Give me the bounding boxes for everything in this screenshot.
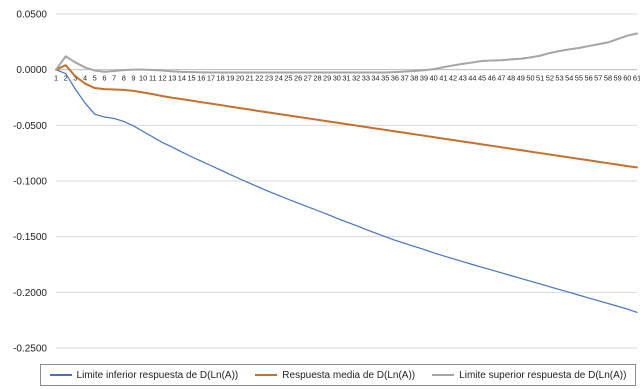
x-tick-label: 34	[371, 74, 379, 83]
x-tick-label: 31	[342, 74, 350, 83]
x-tick-label: 9	[131, 74, 135, 83]
gridlines	[56, 13, 637, 349]
x-tick-label: 13	[168, 74, 176, 83]
legend-label-mean: Respuesta media de D(Ln(A))	[282, 369, 416, 381]
x-tick-label: 29	[323, 74, 331, 83]
x-tick-label: 17	[207, 74, 215, 83]
x-tick-label: 59	[614, 74, 622, 83]
x-tick-label: 15	[187, 74, 195, 83]
x-tick-label: 28	[313, 74, 321, 83]
x-tick-label: 22	[255, 74, 263, 83]
x-tick-label: 5	[93, 74, 97, 83]
x-tick-label: 44	[468, 74, 476, 83]
x-tick-label: 19	[226, 74, 234, 83]
x-tick-label: 16	[197, 74, 205, 83]
series-line-2	[55, 64, 638, 169]
legend-swatch-mean	[255, 374, 278, 376]
y-tick-label: -0.2500	[13, 344, 47, 355]
x-tick-label: 6	[102, 74, 106, 83]
x-tick-label: 23	[265, 74, 273, 83]
x-tick-label: 57	[594, 74, 602, 83]
x-tick-label: 1	[54, 74, 58, 83]
legend-label-upper: Limite superior respuesta de D(Ln(A))	[459, 369, 627, 381]
x-tick-label: 56	[584, 74, 592, 83]
y-tick-label: -0.0500	[13, 121, 47, 132]
legend-swatch-lower	[49, 374, 72, 376]
x-tick-label: 45	[478, 74, 486, 83]
series-lines	[55, 32, 638, 313]
x-tick-label: 10	[139, 74, 147, 83]
x-tick-label: 14	[178, 74, 186, 83]
x-tick-label: 47	[497, 74, 505, 83]
legend-item-mean: Respuesta media de D(Ln(A))	[255, 370, 415, 381]
series-line-3	[55, 32, 638, 74]
x-tick-label: 35	[381, 74, 389, 83]
x-tick-label: 3	[73, 74, 77, 83]
x-tick-label: 42	[449, 74, 457, 83]
x-tick-label: 30	[333, 74, 341, 83]
x-tick-label: 7	[112, 74, 116, 83]
x-tick-label: 36	[391, 74, 399, 83]
y-axis-ticks: 0.0500 0.0000 -0.0500 -0.1000 -0.1500 -0.2000…	[13, 10, 47, 355]
x-tick-label: 54	[565, 74, 573, 83]
x-tick-label: 11	[149, 74, 157, 83]
x-tick-label: 20	[236, 74, 244, 83]
legend-label-lower: Limite inferior respuesta de D(Ln(A))	[76, 369, 239, 381]
y-tick-label: -0.2000	[13, 288, 47, 299]
x-tick-label: 33	[362, 74, 370, 83]
x-tick-label: 8	[122, 74, 126, 83]
y-tick-label: 0.0000	[16, 65, 47, 76]
x-axis-ticks: 1 2 3 4 5 6 7 8 9 10 11 12 13 14 15 16 17 18 19 20 21 22 23 24 2…	[54, 74, 640, 83]
chart-legend: Limite inferior respuesta de D(Ln(A)) Re…	[40, 364, 636, 386]
y-tick-label: 0.0500	[16, 10, 47, 21]
x-tick-label: 39	[420, 74, 428, 83]
x-tick-label: 50	[526, 74, 534, 83]
x-tick-label: 37	[400, 74, 408, 83]
x-tick-label: 40	[430, 74, 438, 83]
x-tick-label: 32	[352, 74, 360, 83]
x-tick-label: 41	[439, 74, 447, 83]
x-tick-label: 49	[517, 74, 525, 83]
x-tick-label: 21	[246, 74, 254, 83]
x-tick-label: 18	[216, 74, 224, 83]
x-tick-label: 51	[536, 74, 544, 83]
x-tick-label: 25	[284, 74, 292, 83]
x-tick-label: 2	[64, 74, 68, 83]
legend-swatch-upper	[432, 374, 455, 376]
x-tick-label: 53	[555, 74, 563, 83]
x-tick-label: 43	[459, 74, 467, 83]
x-tick-label: 61	[633, 74, 640, 83]
x-tick-label: 48	[507, 74, 515, 83]
legend-item-upper: Limite superior respuesta de D(Ln(A))	[432, 370, 626, 381]
x-tick-label: 46	[488, 74, 496, 83]
x-tick-label: 38	[410, 74, 418, 83]
y-tick-label: -0.1500	[13, 232, 47, 243]
x-tick-label: 24	[275, 74, 283, 83]
x-tick-label: 4	[83, 74, 87, 83]
x-tick-label: 12	[158, 74, 166, 83]
x-tick-label: 58	[604, 74, 612, 83]
legend-item-lower: Limite inferior respuesta de D(Ln(A))	[49, 369, 239, 381]
series-line-1	[55, 69, 638, 313]
x-tick-label: 52	[546, 74, 554, 83]
x-tick-label: 60	[623, 74, 631, 83]
y-tick-label: -0.1000	[13, 177, 47, 188]
x-tick-label: 55	[575, 74, 583, 83]
x-tick-label: 27	[304, 74, 312, 83]
x-tick-label: 26	[294, 74, 302, 83]
